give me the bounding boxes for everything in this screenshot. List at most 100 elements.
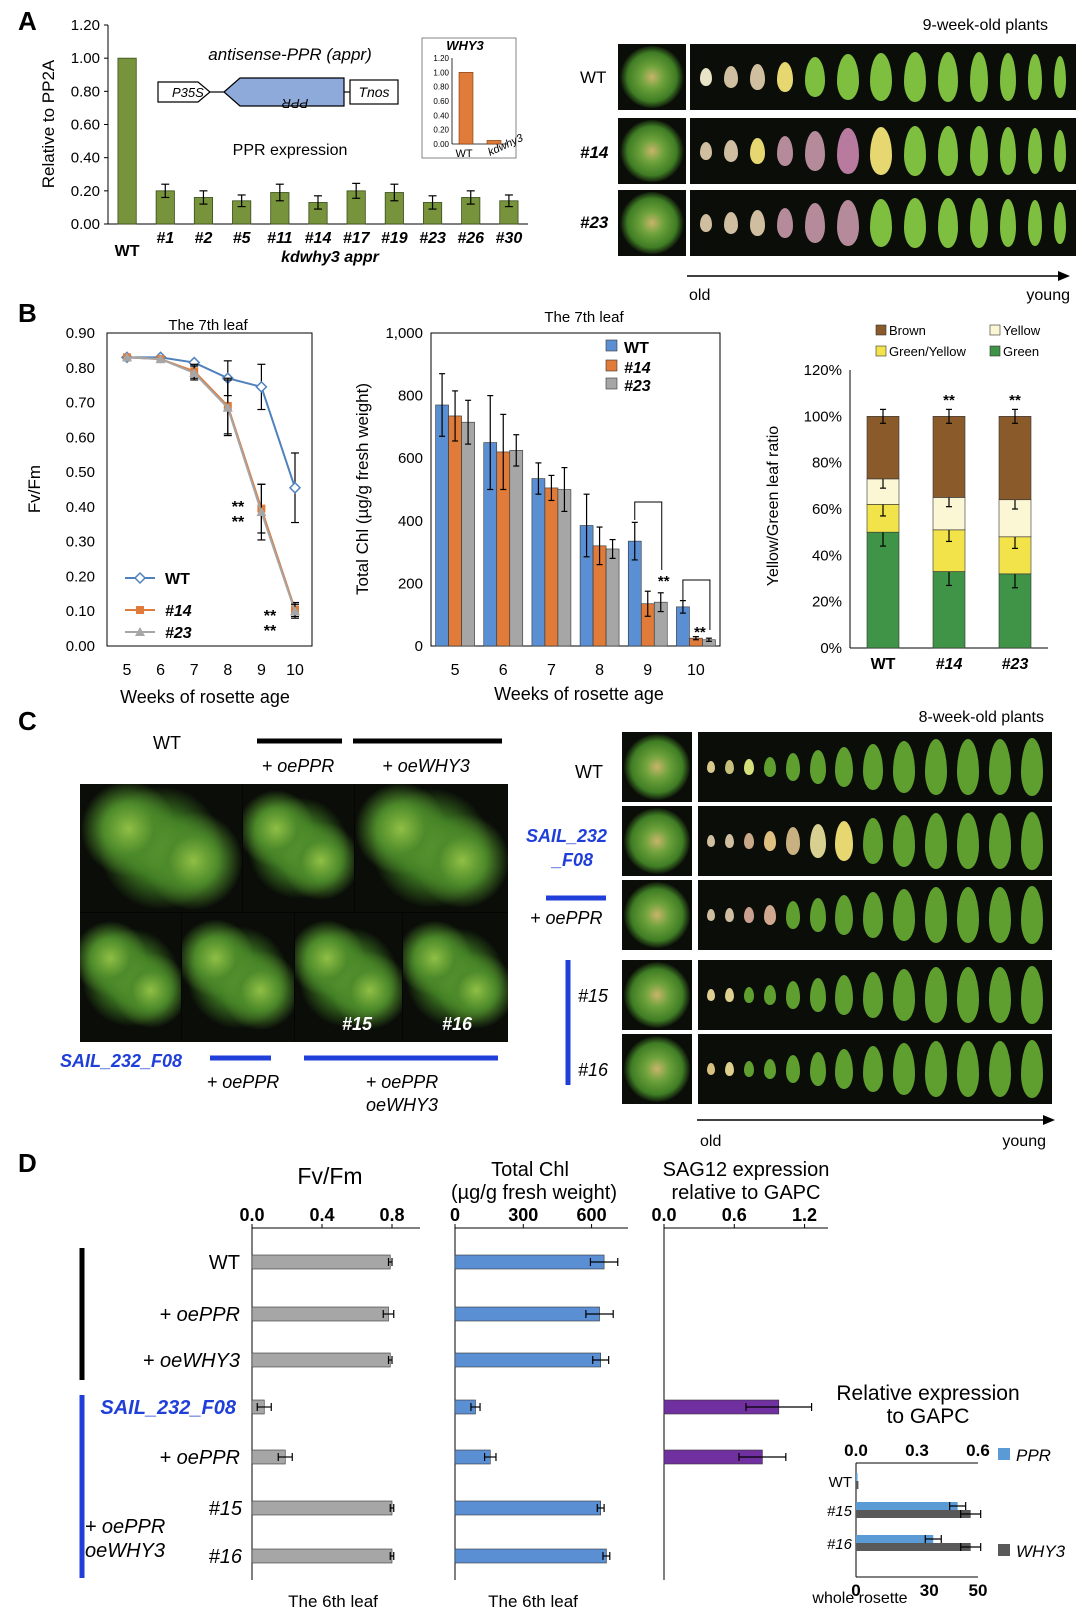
b1-marker (155, 354, 166, 364)
leaf (904, 198, 927, 248)
b3-segment (866, 416, 900, 480)
leaf (1021, 966, 1044, 1024)
chart-b-chl: 0 200 400 600 800 1,000 Total Chl (µg/g fresh … (353, 325, 721, 704)
photo-title-8week: 8-week-old plants (919, 709, 1044, 726)
c-oewhy3-label: + oeWHY3 (382, 756, 470, 776)
leaf (989, 813, 1012, 869)
c-oeppr-label: + oePPR (262, 756, 335, 776)
b3-legend-label: Green (1003, 344, 1039, 359)
a-xtick-label: #11 (267, 230, 293, 247)
a-bar (117, 57, 137, 225)
leaf (957, 1041, 980, 1097)
leaf (1021, 812, 1044, 870)
d1-bar (251, 1500, 393, 1516)
terminator-box (349, 79, 399, 105)
b2-frame (430, 332, 721, 647)
b1-legend-label: #23 (165, 625, 192, 642)
leaf (1054, 130, 1067, 172)
leaf (743, 1061, 754, 1077)
b1-marker (256, 507, 267, 517)
leaf (776, 136, 793, 166)
legend-ppr: PPR (1016, 1446, 1051, 1465)
d-inset-title-1: Relative expression (836, 1382, 1019, 1405)
a-xtick-label: #5 (233, 230, 252, 247)
leaf-row (702, 734, 1048, 800)
b1-xtick-label: 7 (190, 662, 199, 679)
di-top-tick: 0.3 (905, 1441, 929, 1460)
leaf (1021, 738, 1044, 796)
a-ytick-label: 1.00 (71, 50, 100, 67)
di-bar-ppr (856, 1502, 958, 1510)
leaf (925, 813, 948, 869)
inset-ytick-label: 0.60 (433, 97, 449, 106)
leaf (1000, 53, 1017, 101)
b2-ytick-label: 600 (398, 450, 423, 467)
d1-tick-label: 0.4 (309, 1205, 334, 1225)
leaf (836, 128, 859, 174)
age-old-a: old (689, 287, 710, 304)
b2-legend-label: #14 (624, 360, 651, 377)
b3-ytick-label: 60% (812, 501, 842, 518)
photo-rosette-oeppr-c (622, 880, 692, 950)
b2-legend-label: #23 (624, 378, 651, 395)
b2-bracket-9 (634, 501, 663, 570)
leaf (723, 66, 738, 88)
leaf (804, 203, 825, 243)
a-ytick-label: 0.00 (71, 216, 100, 233)
b2-bar-1 (448, 415, 462, 647)
age-young-a: young (1026, 287, 1070, 304)
b1-xtick-label: 8 (223, 662, 232, 679)
b1-marker (122, 352, 132, 362)
b2-bracket-10 (682, 579, 711, 630)
d-combo-1: + oePPR (85, 1516, 166, 1538)
leaf (870, 53, 893, 101)
b2-bar-2 (605, 548, 620, 647)
b1-xtick-label: 5 (123, 662, 132, 679)
panel-letter-c: C (18, 706, 37, 736)
leaf (743, 833, 754, 849)
a-xtick-label: WT (115, 243, 140, 260)
leaf (1054, 56, 1067, 98)
leaf (1028, 54, 1043, 100)
b1-marker (288, 481, 302, 494)
leaf (749, 210, 765, 236)
c-row-wt: WT (575, 762, 603, 782)
b2-xtick-label: 10 (687, 662, 705, 679)
chart-b-fvfm: 0.00 0.10 0.20 0.30 0.40 0.50 0.60 0.70 0.80 0.90… (25, 325, 313, 707)
b1-xtick-label: 10 (286, 662, 304, 679)
b3-sig: ** (943, 392, 955, 409)
d-sag-title-1: SAG12 expression (663, 1159, 830, 1181)
d-combo-2: oeWHY3 (85, 1540, 165, 1562)
promoter-label: P35S (172, 85, 204, 100)
leaf (763, 985, 776, 1005)
leaf (970, 52, 989, 102)
b2-xtick-label: 9 (643, 662, 652, 679)
leaf (893, 969, 916, 1021)
leaf (957, 887, 980, 943)
leaf (809, 750, 826, 784)
leaf (970, 198, 989, 248)
leaf (1000, 127, 1017, 175)
d2-tick-label: 300 (508, 1205, 538, 1225)
b1-ytick-label: 0.50 (66, 464, 95, 481)
c-row-15: #15 (578, 986, 609, 1006)
leaf (809, 824, 826, 858)
b3-ytick-label: 40% (812, 547, 842, 564)
b1-sig: ** (264, 623, 277, 640)
c-row-16: #16 (578, 1060, 609, 1080)
leaf (804, 131, 825, 171)
chart-d-rows: WT + oePPR + oeWHY3 SAIL_232_F08 + oePPR #15 #… (100, 1205, 828, 1580)
inset-ytick-label: 0.40 (433, 111, 449, 120)
d-row-label: #15 (209, 1498, 243, 1520)
plate-oeppr (243, 784, 354, 912)
photo-leaves-14-a (690, 118, 1076, 184)
b2-ytick-label: 800 (398, 388, 423, 405)
b3-xtick-label: WT (871, 656, 896, 673)
d-sag-title-2: relative to GAPC (672, 1182, 821, 1204)
b2-legend-swatch (605, 359, 618, 372)
di-bar-why3 (856, 1481, 859, 1489)
b3-ytick-label: 80% (812, 455, 842, 472)
b2-xtick-label: 7 (547, 662, 556, 679)
a-xtick-label: #1 (156, 230, 174, 247)
